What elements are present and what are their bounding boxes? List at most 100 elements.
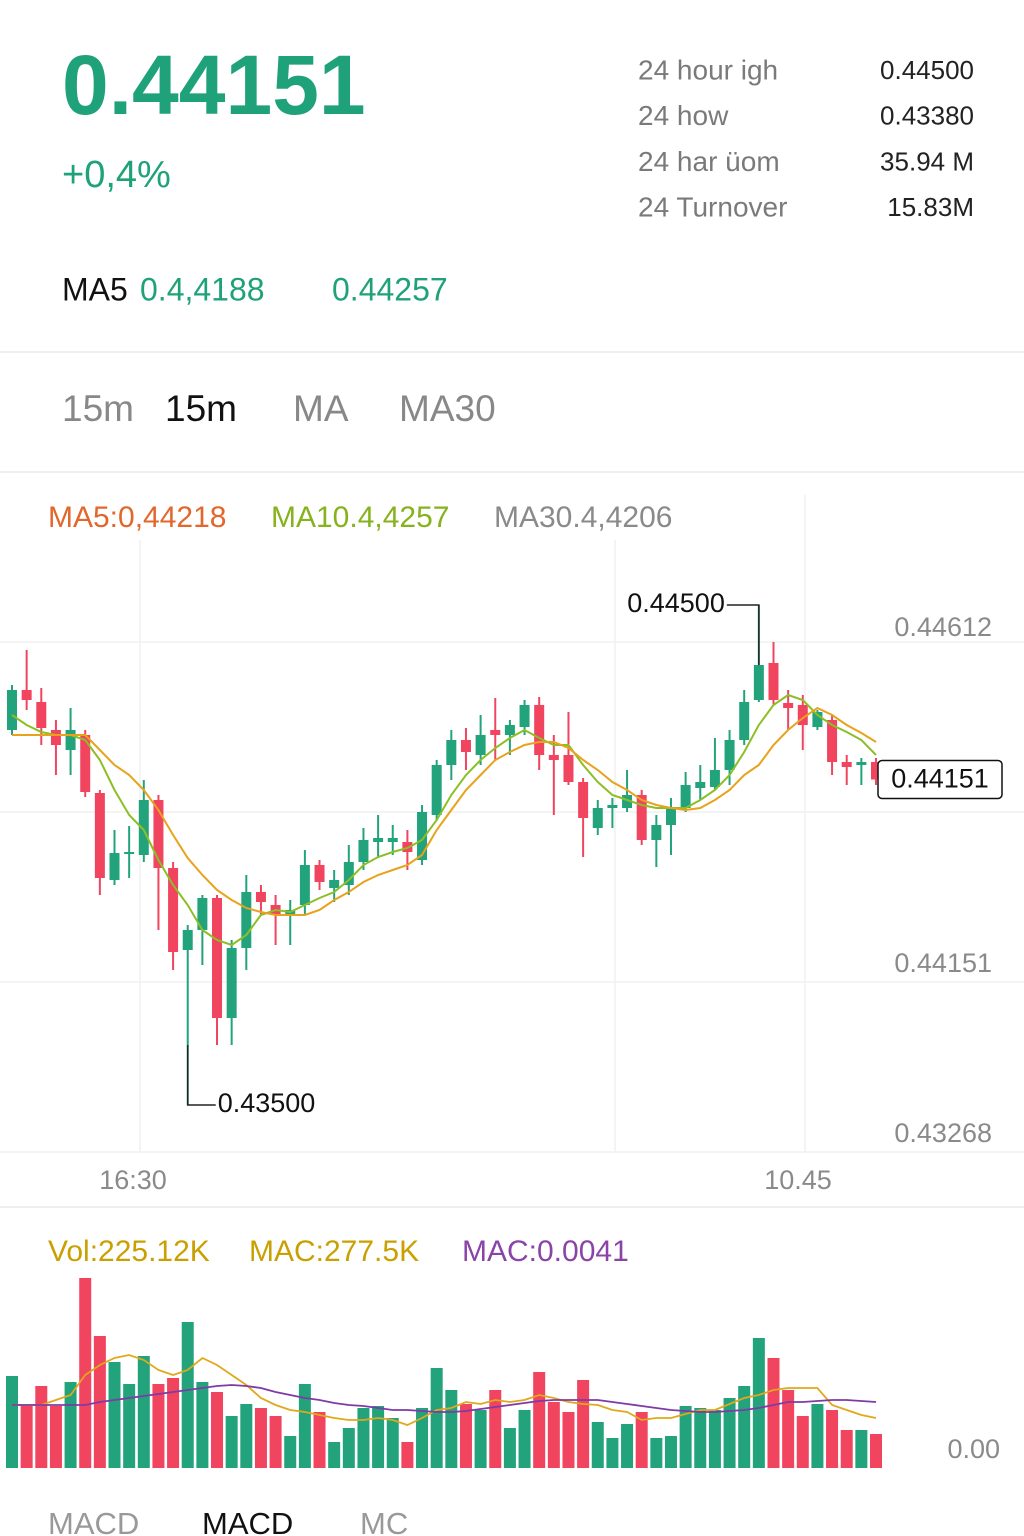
candle-body (797, 705, 808, 725)
candle-body (255, 892, 266, 902)
interval-tab[interactable]: 15m (165, 388, 237, 429)
interval-tab[interactable]: 15m (62, 388, 134, 429)
volume-bar (547, 1402, 560, 1468)
volume-bar (767, 1358, 780, 1468)
price-axis-label: 0.44151 (894, 948, 992, 978)
volume-bar (254, 1408, 267, 1468)
volume-bar (430, 1368, 443, 1468)
time-label: 16:30 (99, 1165, 167, 1195)
candle-body (475, 735, 486, 755)
volume-bar (401, 1442, 414, 1468)
candle-body (592, 808, 603, 828)
ma-value: 0.4,4188 (140, 271, 265, 307)
candle-body (578, 782, 589, 818)
legend-item: MAC:277.5K (249, 1235, 419, 1268)
legend-item: MA10.4,4257 (271, 501, 449, 534)
candle-body (871, 762, 881, 780)
candle-body (548, 755, 559, 760)
volume-bar (196, 1382, 209, 1468)
candle-body (695, 782, 706, 788)
candle-body (651, 825, 662, 840)
volume-bar (211, 1392, 224, 1468)
volume-bar (342, 1428, 355, 1468)
candle-body (665, 808, 676, 825)
last-price-box (877, 759, 1003, 800)
volume-bar (6, 1376, 18, 1468)
candle-body (417, 812, 428, 860)
candle-body (460, 740, 471, 752)
volume-bar (489, 1390, 502, 1468)
candle-body (490, 730, 501, 735)
candle-body (753, 665, 764, 700)
candle-body (387, 838, 398, 842)
candle-body (607, 805, 618, 808)
volume-bar (840, 1430, 853, 1468)
candle-body (739, 702, 750, 740)
candle-body (358, 840, 369, 862)
volume-bar (474, 1410, 487, 1468)
stat-label: 24 Turnover (638, 191, 787, 222)
ma-line (11, 693, 877, 947)
volume-bar (225, 1416, 238, 1468)
volume-bar (782, 1390, 795, 1468)
indicator-tab[interactable]: MACD (202, 1506, 293, 1536)
legend-item: MAC:0.0041 (462, 1235, 629, 1268)
stat-label: 24 how (638, 100, 729, 131)
volume-bar (811, 1404, 824, 1468)
price-change: +0,4% (62, 154, 171, 196)
volume-ma-line (12, 1384, 877, 1413)
volume-bar (372, 1406, 385, 1468)
volume-bar (240, 1404, 253, 1468)
candle-body (373, 838, 384, 842)
low-annotation: 0.43500 (218, 1088, 316, 1118)
stat-value: 0.44500 (880, 55, 974, 85)
candle-body (109, 853, 120, 880)
volume-bar (606, 1438, 619, 1468)
candle-body (124, 852, 135, 854)
candle-body (36, 702, 47, 728)
stat-value: 15.83M (887, 192, 974, 222)
ma-label: MA5 (62, 271, 128, 307)
candle-body (446, 740, 457, 765)
candle-body (212, 898, 223, 1018)
indicator-tab[interactable]: MC (360, 1506, 408, 1536)
candle-body (636, 795, 647, 840)
interval-tabs: 15m 15m MA MA30 (62, 388, 496, 429)
candle-body (519, 705, 530, 727)
volume-bar (694, 1408, 707, 1468)
volume-bar (357, 1408, 370, 1468)
volume-bar (328, 1442, 341, 1468)
volume-bar (269, 1416, 282, 1468)
volume-bar (723, 1398, 736, 1468)
volume-bar (181, 1322, 194, 1468)
interval-tab[interactable]: MA30 (399, 388, 496, 429)
candle-body (563, 755, 574, 782)
candle-body (504, 725, 515, 735)
volume-bar (796, 1416, 809, 1468)
candle-body (226, 948, 237, 1018)
volume-bar (870, 1434, 882, 1468)
high-leader (726, 604, 760, 665)
candle-body (314, 865, 325, 882)
legend-item: MA30.4,4206 (494, 501, 672, 534)
indicator-tab[interactable]: MACD (48, 1506, 139, 1536)
price-axis-label: 0.43268 (894, 1118, 992, 1148)
stat-label: 24 har üom (638, 146, 780, 177)
candle-body (709, 770, 720, 787)
candle-body (768, 663, 779, 700)
candle-body (841, 762, 852, 767)
stat-label: 24 hour igh (638, 54, 778, 85)
volume-chart: Vol:225.12K MAC:277.5K MAC:0.0041 0.00 (6, 1235, 1000, 1468)
volume-bar (49, 1406, 62, 1468)
volume-bar (752, 1338, 765, 1468)
volume-bar (591, 1422, 604, 1468)
volume-bar (416, 1408, 429, 1468)
volume-bar (503, 1428, 516, 1468)
volume-bar (152, 1384, 165, 1468)
price-grid (0, 495, 1024, 1153)
volume-bar (123, 1384, 136, 1468)
volume-bar (284, 1436, 297, 1468)
interval-tab[interactable]: MA (293, 388, 349, 429)
candle-body (21, 690, 32, 700)
